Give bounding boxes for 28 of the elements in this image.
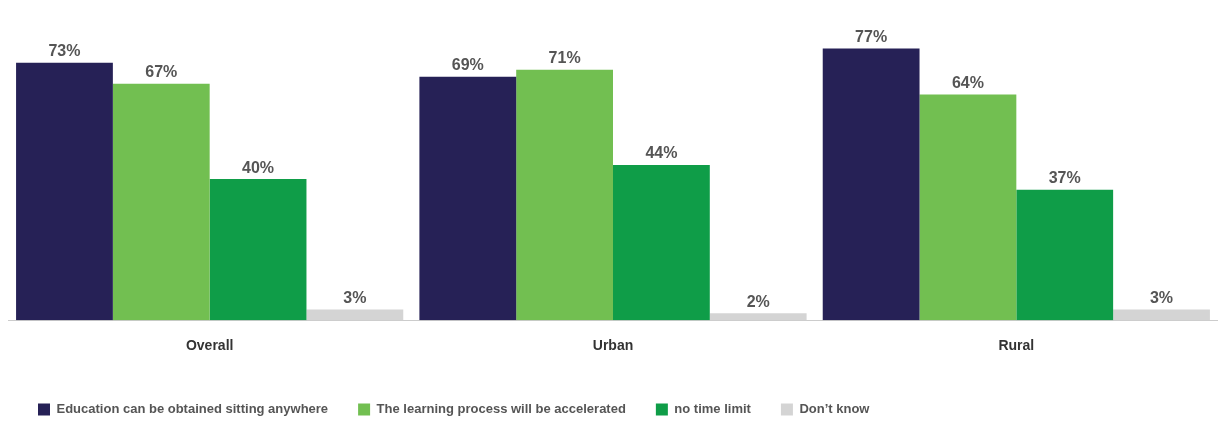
bar <box>613 164 710 321</box>
bar <box>112 83 210 321</box>
x-tick-label: Rural <box>998 337 1035 354</box>
data-label: 2% <box>746 292 770 310</box>
data-label: 73% <box>48 42 81 60</box>
data-label: 64% <box>951 73 984 91</box>
bar <box>209 179 307 321</box>
data-label: 69% <box>451 56 484 74</box>
bar <box>16 62 113 321</box>
x-tick-label: Urban <box>592 337 634 354</box>
data-label: 44% <box>645 144 678 162</box>
data-label: 77% <box>855 27 888 45</box>
data-label: 3% <box>1149 289 1174 307</box>
bar <box>516 69 613 321</box>
x-tick-label: Overall <box>185 337 234 354</box>
legend-label: no time limit <box>674 401 752 417</box>
legend-label: Education can be obtained sitting anywhere <box>56 401 329 417</box>
data-label: 3% <box>343 289 367 307</box>
bar <box>419 76 517 321</box>
legend-label: The learning process will be accelerated <box>376 401 626 417</box>
data-label: 71% <box>548 49 581 67</box>
data-label: 67% <box>145 63 178 81</box>
data-label: 37% <box>1048 169 1081 187</box>
bar <box>1016 189 1114 321</box>
data-label: 40% <box>242 158 275 176</box>
legend-label: Don’t know <box>799 401 871 417</box>
bar <box>822 48 920 321</box>
bar <box>919 94 1017 321</box>
